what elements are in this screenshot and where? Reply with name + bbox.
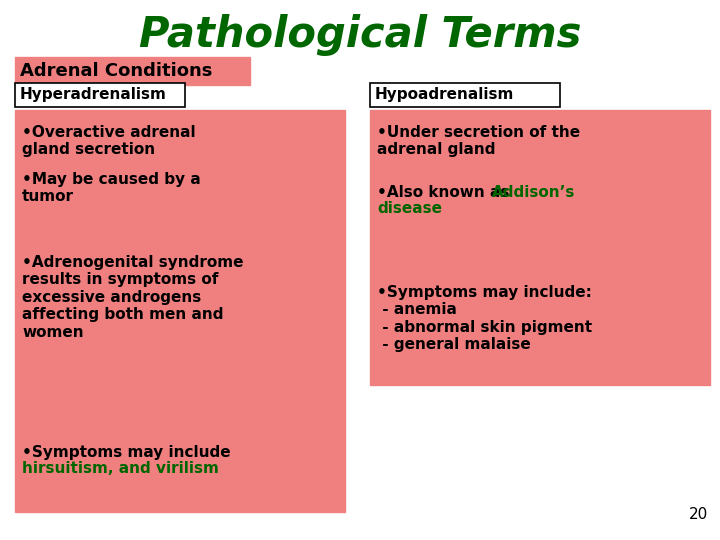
Text: disease: disease bbox=[377, 201, 442, 216]
FancyBboxPatch shape bbox=[370, 83, 560, 107]
FancyBboxPatch shape bbox=[15, 83, 185, 107]
Text: hirsuitism, and virilism: hirsuitism, and virilism bbox=[22, 461, 219, 476]
Text: •Under secretion of the
adrenal gland: •Under secretion of the adrenal gland bbox=[377, 125, 580, 157]
Text: •Symptoms may include: •Symptoms may include bbox=[22, 445, 230, 460]
Text: Adrenal Conditions: Adrenal Conditions bbox=[20, 62, 212, 80]
Text: •Overactive adrenal
gland secretion: •Overactive adrenal gland secretion bbox=[22, 125, 196, 157]
Text: •Symptoms may include:
 - anemia
 - abnormal skin pigment
 - general malaise: •Symptoms may include: - anemia - abnorm… bbox=[377, 285, 592, 352]
FancyBboxPatch shape bbox=[15, 110, 345, 512]
Text: •Also known as: •Also known as bbox=[377, 185, 515, 200]
Text: Hyperadrenalism: Hyperadrenalism bbox=[20, 87, 167, 103]
Text: Addison’s: Addison’s bbox=[492, 185, 575, 200]
FancyBboxPatch shape bbox=[15, 57, 250, 85]
Text: Pathological Terms: Pathological Terms bbox=[139, 14, 581, 56]
Text: 20: 20 bbox=[689, 507, 708, 522]
Text: Hypoadrenalism: Hypoadrenalism bbox=[375, 87, 514, 103]
FancyBboxPatch shape bbox=[370, 110, 710, 385]
Text: •Adrenogenital syndrome
results in symptoms of
excessive androgens
affecting bot: •Adrenogenital syndrome results in sympt… bbox=[22, 255, 243, 340]
Text: •May be caused by a
tumor: •May be caused by a tumor bbox=[22, 172, 201, 205]
